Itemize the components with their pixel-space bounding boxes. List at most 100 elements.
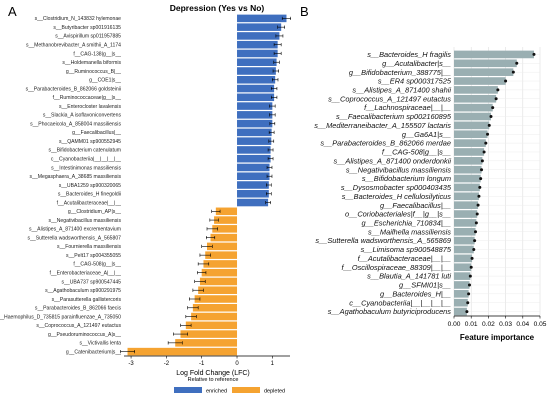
lfc-bar: [237, 84, 275, 93]
fi-point: [470, 256, 474, 260]
lfc-category-label: s__Coprococcus_A_121497 eutactus: [36, 323, 121, 329]
fi-bar: [454, 157, 483, 165]
lfc-bar: [205, 251, 238, 259]
lfc-bar: [212, 225, 238, 233]
fi-point: [468, 274, 472, 278]
lfc-category-label: s__Negativibacillus massiliensis: [49, 218, 122, 224]
lfc-bar: [199, 277, 238, 286]
lfc-category-label: s__Agathobaculum sp900291975: [45, 288, 121, 294]
lfc-x-tick-label: -1: [199, 361, 205, 367]
fi-bar: [454, 281, 470, 289]
lfc-bar: [237, 23, 282, 31]
legend-label-depleted: depleted: [264, 389, 285, 395]
fi-category-label: s__Bifidobacterium longum: [362, 174, 451, 183]
lfc-category-label: s__Enterocloster lavalensis: [59, 104, 121, 110]
fi-category-label: s__Alistipes_A_871400 onderdonkii: [333, 156, 451, 165]
fi-bar: [454, 183, 480, 192]
lfc-category-label: s__Avispirillum sp011957885: [55, 34, 121, 40]
lfc-bar: [237, 189, 269, 198]
lfc-category-label: g__COE1|s__: [89, 78, 121, 84]
fi-category-label: s__Alistipes_A_871400 shahii: [352, 86, 451, 95]
panel-b-letter: B: [300, 4, 309, 19]
fi-x-tick-label: 0.01: [465, 321, 478, 328]
fi-bar: [454, 112, 491, 121]
lfc-category-label: s__Bacteroides_H finegoldii: [58, 192, 121, 198]
lfc-x-tick-label: 0: [235, 361, 239, 367]
lfc-bar: [237, 128, 272, 137]
lfc-category-label: g__Clostridium_AP|s__: [68, 209, 121, 215]
fi-category-label: s__Faecalibacterium sp002160895: [336, 112, 452, 121]
lfc-category-label: f__Acutalibacteraceae|__|__: [57, 200, 122, 206]
fi-point: [491, 106, 495, 110]
fi-point: [467, 292, 471, 296]
fi-x-tick-label: 0.03: [499, 321, 512, 328]
lfc-bar: [175, 339, 238, 347]
fi-bar: [454, 201, 479, 209]
lfc-x-tick-label: 1: [271, 361, 275, 367]
lfc-category-label: s__Intestinimonas massiliensis: [51, 165, 121, 171]
fi-category-label: s__Mediterraneibacter_A_155507 lactaris: [314, 121, 451, 130]
panel-b-chart: s__Bacteroides_H fragilisg__Acutalibacte…: [314, 47, 547, 342]
lfc-bar: [210, 233, 238, 242]
lfc-category-label: s__Holdemanella biformis: [62, 60, 121, 66]
lfc-category-label: f__CAG-508|g__|s__: [73, 262, 121, 268]
lfc-bar: [127, 347, 238, 356]
lfc-bar: [237, 40, 278, 49]
lfc-category-label: s__Phocaeicola_A_858004 massiliensis: [30, 121, 121, 127]
fi-point: [486, 132, 490, 136]
lfc-category-label: s__Parasutterella gallistercoris: [52, 297, 122, 303]
fi-bar: [454, 139, 486, 147]
fi-category-label: s__Sutterella wadsworthensis_A_565869: [315, 236, 451, 245]
lfc-category-label: s__Bifidobacterium catenulatum: [49, 148, 121, 154]
fi-point: [479, 177, 483, 181]
fi-category-label: s__Bacteroides_H cellulosilyticus: [342, 192, 452, 201]
lfc-bar: [237, 154, 271, 163]
lfc-bar: [194, 295, 238, 303]
fi-point: [474, 230, 477, 234]
fi-category-label: s__Agathobaculum butyriciproducens: [328, 307, 452, 316]
fi-point: [494, 97, 498, 101]
lfc-category-label: s__Methanobrevibacter_A smithii_A_1174: [26, 42, 121, 48]
fi-bar: [454, 148, 485, 156]
fi-bar: [454, 103, 493, 112]
fi-category-label: g__Acutalibacter|s__: [382, 59, 451, 68]
fi-category-label: f__Oscillospiraceae_88309|__|__: [342, 263, 451, 272]
fi-x-axis-label: Feature importance: [460, 333, 535, 342]
fi-point: [465, 310, 469, 314]
panel-a-title: Depression (Yes vs No): [170, 3, 265, 13]
fi-category-label: s__Coprococcus_A_121497 eutactus: [328, 94, 451, 103]
lfc-bar: [201, 268, 238, 277]
lfc-bar: [237, 146, 271, 154]
lfc-bar: [198, 286, 238, 295]
lfc-category-label: s__Parabacteroides_B_862066 goldsteinii: [26, 86, 121, 92]
fi-bar: [454, 219, 477, 227]
legend-label-enriched: enriched: [206, 389, 227, 395]
fi-bar: [454, 94, 497, 103]
lfc-bar: [214, 216, 238, 224]
fi-point: [484, 141, 488, 145]
fi-bar: [454, 263, 472, 272]
fi-bar: [454, 121, 490, 130]
fi-bar: [454, 290, 469, 298]
lfc-bar: [203, 260, 238, 268]
fi-bar: [454, 227, 476, 236]
lfc-category-label: f__Ruminococcaceae|g__|s__: [53, 95, 122, 101]
lfc-bar: [191, 312, 238, 321]
lfc-bar: [237, 75, 276, 84]
fi-bar: [454, 272, 471, 280]
fi-category-label: s__ER4 sp000317525: [378, 77, 452, 86]
fi-category-label: g__Faecalibacillus|__: [380, 201, 451, 210]
fi-point: [480, 168, 484, 172]
lfc-category-label: s__Butyribacter sp001916135: [53, 25, 121, 31]
fi-point: [475, 212, 479, 216]
lfc-bar: [237, 181, 269, 189]
fi-bar: [454, 50, 534, 59]
fi-point: [467, 283, 471, 287]
fi-point: [496, 88, 500, 92]
fi-category-label: s__Bacteroides_H fragilis: [367, 50, 451, 59]
fi-bar: [454, 245, 474, 254]
lfc-bar: [180, 330, 238, 338]
fi-category-label: c__Cyanobacteriia|__|__|__|__: [349, 298, 451, 307]
lfc-bar: [237, 119, 273, 128]
